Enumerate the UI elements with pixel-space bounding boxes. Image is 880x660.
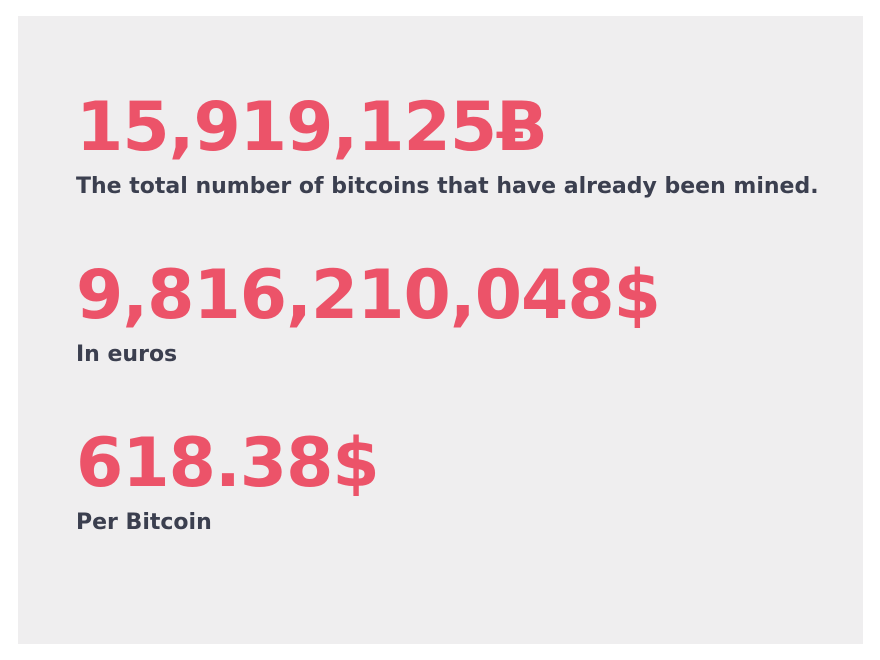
euro-value-label: In euros bbox=[76, 342, 178, 367]
total-bitcoins-value: 15,919,125Ƀ bbox=[76, 88, 548, 167]
price-per-bitcoin-stat: 618.38$ Per Bitcoin bbox=[76, 424, 836, 537]
price-per-bitcoin-value: 618.38$ bbox=[76, 424, 380, 503]
total-bitcoins-stat: 15,919,125Ƀ The total number of bitcoins… bbox=[76, 88, 836, 201]
price-per-bitcoin-label: Per Bitcoin bbox=[76, 510, 212, 535]
total-bitcoins-label: The total number of bitcoins that have a… bbox=[76, 174, 819, 199]
euro-value: 9,816,210,048$ bbox=[76, 256, 661, 335]
bitcoin-stats-panel: 15,919,125Ƀ The total number of bitcoins… bbox=[18, 16, 863, 644]
euro-value-stat: 9,816,210,048$ In euros bbox=[76, 256, 836, 369]
